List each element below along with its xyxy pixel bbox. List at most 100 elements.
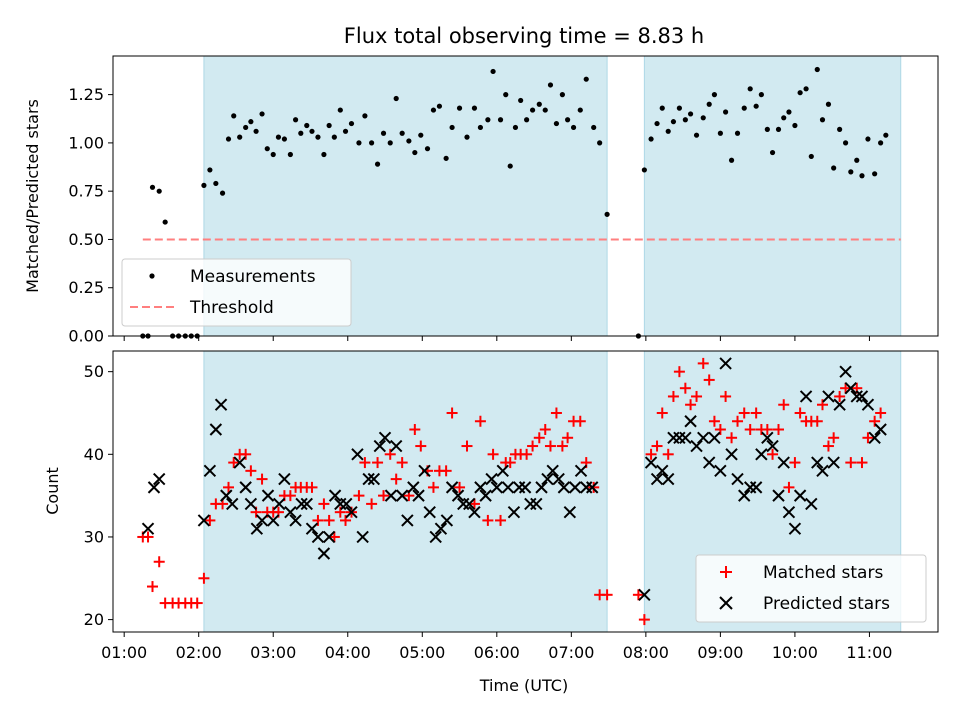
count-y-axis-label: Count [43, 467, 62, 515]
predicted-point [239, 481, 252, 494]
measurement-point [507, 163, 513, 169]
predicted-point [197, 514, 211, 527]
predicted-point [141, 522, 155, 535]
count-axis-ticks: 20 30 40 50 01:00 02:00 03:00 04:00 05:00 06:00 07… [84, 362, 893, 662]
predicted-point [518, 481, 532, 494]
matched-point [521, 448, 533, 460]
predicted-point [702, 456, 716, 469]
measurement-point [536, 101, 542, 107]
predicted-point [761, 431, 774, 444]
matched-point [822, 440, 834, 452]
predicted-point [708, 431, 721, 444]
count-xtick-label: 02:00 [176, 643, 222, 662]
measurement-point [734, 130, 741, 136]
observing-window-2 [643, 55, 902, 337]
measurement-point [503, 92, 509, 98]
matched-point [667, 390, 679, 402]
matched-point [875, 407, 887, 419]
matched-point [146, 581, 158, 593]
measurement-point [583, 76, 589, 82]
predicted-point [261, 489, 275, 502]
matched-point [773, 424, 785, 436]
measurement-point [497, 117, 504, 123]
predicted-point [656, 464, 669, 478]
measurement-point [331, 134, 337, 140]
predicted-point [272, 497, 286, 511]
measurement-point [356, 140, 362, 146]
predicted-point [725, 448, 738, 461]
x-axis-label: Time (UTC) [479, 676, 568, 695]
predicted-point [328, 489, 342, 502]
chart-title: Flux total observing time = 8.83 h [344, 24, 704, 48]
measurement-point [792, 122, 798, 129]
predicted-point [468, 505, 481, 519]
count-axes-frame [112, 350, 939, 633]
measurement-point [687, 111, 694, 117]
predicted-point [423, 505, 436, 519]
matched-point [468, 498, 480, 510]
measurement-point [225, 136, 232, 142]
measurement-point [237, 134, 243, 140]
predicted-point [250, 522, 264, 535]
matched-point [284, 490, 296, 502]
matched-point [306, 481, 318, 493]
measurement-point [207, 167, 213, 173]
matched-point [732, 415, 744, 427]
measurement-point [797, 90, 803, 96]
measurement-point [700, 115, 706, 121]
measurement-points [140, 66, 889, 339]
measurement-point [665, 128, 671, 134]
matched-legend-marker [720, 566, 732, 578]
predicted-point [389, 439, 403, 453]
matched-point [378, 490, 390, 502]
count-xtick-label: 06:00 [474, 643, 520, 662]
predicted-point [690, 439, 703, 453]
measurement-point [231, 113, 237, 119]
matched-point [446, 407, 458, 419]
predicted-point [351, 448, 364, 461]
predicted-point [362, 472, 375, 486]
predicted-point [244, 497, 258, 511]
matched-point [142, 531, 154, 543]
predicted-point [788, 522, 802, 535]
measurement-point [253, 128, 259, 134]
count-legend-box [695, 554, 927, 623]
measurement-point [747, 86, 753, 92]
predicted-point [289, 514, 302, 527]
matched-point [223, 481, 235, 493]
measurement-point [248, 119, 254, 125]
predicted-point [496, 464, 509, 478]
measurement-point [819, 117, 826, 123]
predicted-point [799, 390, 813, 403]
measurement-point [808, 153, 814, 160]
matched-point [556, 440, 568, 452]
matched-point [750, 407, 762, 419]
measurement-point [542, 107, 548, 113]
predicted-point [440, 514, 454, 527]
ratio-ytick-label: 0.00 [68, 327, 104, 346]
predicted-point [811, 456, 824, 469]
matched-point [153, 556, 165, 568]
measurement-point [292, 117, 299, 123]
measurement-point [518, 97, 524, 104]
measurement-point [825, 101, 832, 107]
measurement-point [477, 124, 484, 131]
measurement-point [393, 95, 399, 102]
predicted-point [557, 481, 571, 494]
predicted-point [793, 489, 807, 502]
matched-point [544, 440, 556, 452]
predicted-point [300, 497, 313, 511]
ratio-ytick-label: 0.25 [68, 278, 104, 297]
predicted-point [434, 522, 448, 535]
predicted-point [697, 431, 710, 444]
measurement-point [577, 107, 583, 113]
matched-point [482, 514, 494, 526]
matched-point [697, 357, 709, 369]
ratio-legend-box [121, 258, 352, 327]
measurement-point [865, 136, 871, 142]
predicted-point [563, 505, 577, 519]
matched-point [454, 481, 466, 493]
predicted-point [535, 481, 548, 494]
predicted-point [373, 439, 387, 453]
